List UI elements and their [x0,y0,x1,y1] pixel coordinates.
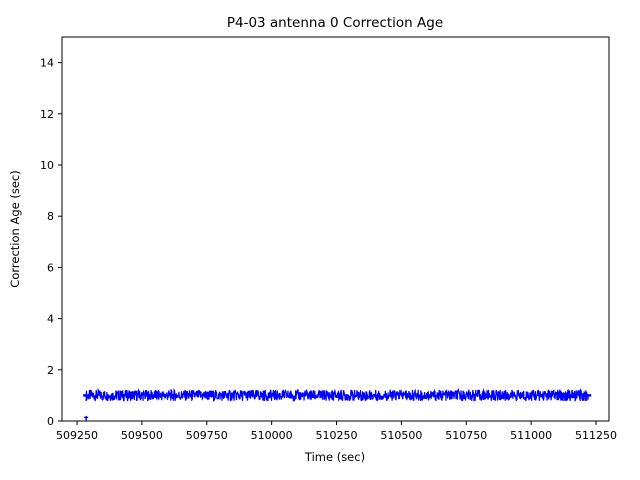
axes-border [61,36,610,422]
data-series-line [85,387,589,403]
plot-area: 509250 509500 509750 510000 510250 510500 5107… [40,36,617,442]
x-tick-label: 510000 [251,429,293,442]
y-tick-label: 4 [47,313,54,326]
y-tick-label: 6 [47,261,54,274]
x-tick-label: 510250 [316,429,358,442]
x-tick-label: 510500 [380,429,422,442]
chart-title: P4-03 antenna 0 Correction Age [227,15,443,31]
y-axis-label: Correction Age (sec) [8,170,22,287]
y-tick-label: 14 [40,57,54,70]
y-tick-label: 8 [47,210,54,223]
x-axis-label: Time (sec) [304,450,365,464]
x-tick-label: 511000 [510,429,552,442]
x-tick-label: 509250 [56,429,98,442]
x-tick-label: 510750 [445,429,487,442]
y-tick-label: 10 [40,159,54,172]
x-tick-label: 511250 [575,429,617,442]
y-tick-label: 2 [47,364,54,377]
y-tick-label: 0 [47,415,54,428]
x-tick-label: 509750 [186,429,228,442]
x-tick-label: 509500 [121,429,163,442]
y-tick-label: 12 [40,108,54,121]
